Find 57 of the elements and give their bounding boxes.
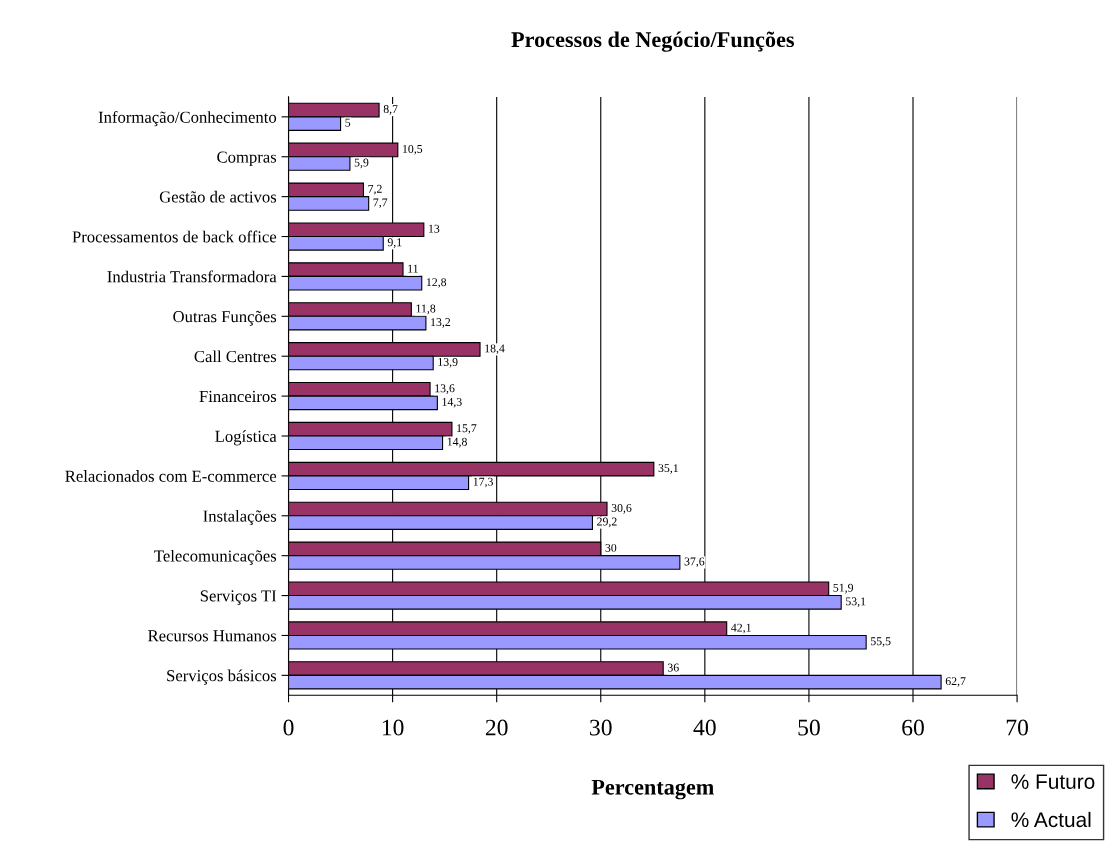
- y-tick-label: Recursos Humanos: [148, 630, 277, 642]
- x-tick-label: 30: [590, 719, 612, 736]
- x-tick-label: 20: [485, 719, 508, 736]
- data-label: 8,7: [383, 105, 398, 115]
- data-label: 12,8: [426, 278, 447, 288]
- data-label: 62,7: [945, 677, 966, 687]
- data-label: 13,6: [435, 384, 455, 394]
- y-tick-label: Outras Funções: [173, 310, 277, 326]
- x-tick-label: 70: [1006, 719, 1028, 736]
- data-label: 7,7: [373, 198, 388, 209]
- data-label: 30: [605, 543, 617, 552]
- y-tick-label: Telecomunicações: [154, 549, 277, 566]
- legend-label: % Actual: [1011, 811, 1091, 828]
- y-tick-label: Serviços TI: [200, 590, 277, 605]
- x-axis-title: Percentagem: [591, 779, 714, 800]
- data-label: 35,1: [658, 464, 678, 474]
- y-tick-label: Informação/Conhecimento: [98, 110, 277, 127]
- data-label: 13,9: [438, 358, 458, 368]
- data-label: 29,2: [597, 517, 617, 528]
- legend-label: % Futuro: [1011, 774, 1095, 789]
- data-label: 53,1: [846, 597, 866, 607]
- data-label: 17,3: [473, 477, 493, 488]
- y-tick-label: Processamentos de back office: [72, 230, 277, 243]
- y-tick-label: Gestão de activos: [159, 190, 277, 203]
- y-tick-label: Compras: [217, 151, 277, 167]
- data-label: 37,6: [684, 557, 705, 568]
- data-label: 5: [345, 118, 351, 127]
- data-label: 9,1: [387, 238, 402, 248]
- y-tick-label: Call Centres: [194, 350, 277, 363]
- y-tick-label: Financeiros: [199, 390, 277, 403]
- data-label: 14,8: [447, 437, 467, 448]
- data-label: 13,2: [431, 318, 451, 328]
- data-label: 51,9: [833, 583, 854, 594]
- data-label: 36: [667, 663, 679, 672]
- data-label: 18,4: [485, 344, 505, 355]
- data-label: 11,8: [416, 304, 436, 315]
- data-label: 55,5: [871, 637, 891, 647]
- data-label: 14,3: [442, 397, 462, 408]
- x-tick-label: 50: [798, 719, 820, 736]
- data-label: 11: [408, 264, 418, 273]
- chart-title: Processos de Negócio/Funções: [511, 31, 795, 52]
- x-tick-label: 0: [283, 719, 294, 736]
- x-tick-label: 10: [382, 719, 404, 736]
- data-label: 42,1: [731, 623, 751, 634]
- data-label: 5,9: [354, 158, 369, 169]
- x-tick-label: 60: [902, 719, 924, 736]
- y-tick-label: Instalações: [203, 510, 277, 526]
- y-tick-label: Logística: [215, 430, 277, 446]
- data-label: 15,7: [457, 424, 477, 434]
- y-tick-label: Relacionados com E-commerce: [65, 470, 277, 482]
- data-label: 30,6: [611, 503, 632, 514]
- data-label: 7,2: [368, 184, 382, 195]
- y-tick-label: Industria Transformadora: [107, 270, 277, 283]
- x-tick-label: 40: [693, 719, 716, 736]
- data-label: 13: [429, 224, 440, 233]
- data-label: 10,5: [403, 144, 423, 155]
- y-tick-label: Serviços básicos: [167, 669, 277, 685]
